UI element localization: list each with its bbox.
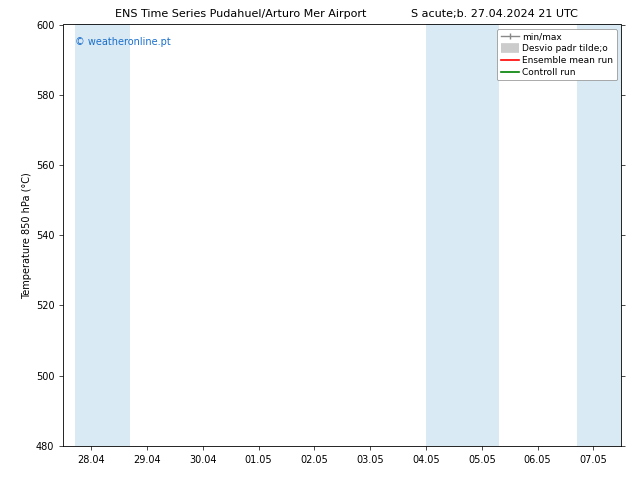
Text: © weatheronline.pt: © weatheronline.pt [75, 37, 171, 47]
Text: ENS Time Series Pudahuel/Arturo Mer Airport: ENS Time Series Pudahuel/Arturo Mer Airp… [115, 9, 366, 19]
Bar [577, 24, 621, 446]
Bar [75, 24, 131, 446]
Bar [426, 24, 498, 446]
Y-axis label: Temperature 850 hPa (°C): Temperature 850 hPa (°C) [22, 172, 32, 298]
Legend: min/max, Desvio padr tilde;o, Ensemble mean run, Controll run: min/max, Desvio padr tilde;o, Ensemble m… [497, 29, 617, 80]
Text: S acute;b. 27.04.2024 21 UTC: S acute;b. 27.04.2024 21 UTC [411, 9, 578, 19]
